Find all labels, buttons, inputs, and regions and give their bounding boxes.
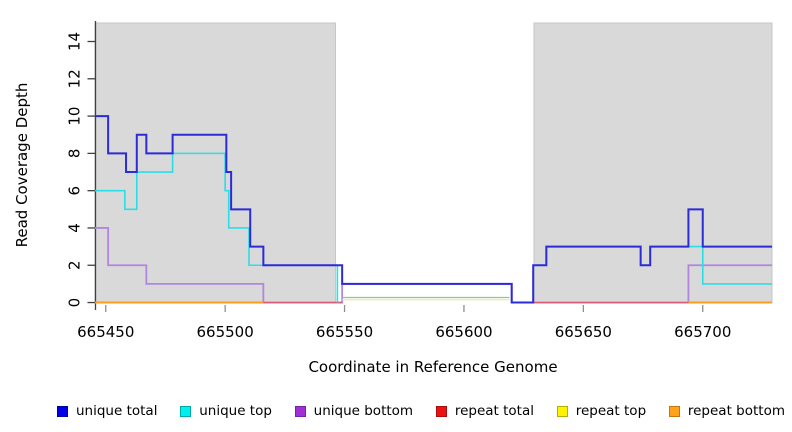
y-tick-label: 10: [66, 107, 84, 126]
repeat-region-rect: [94, 22, 337, 304]
legend-label: unique top: [199, 403, 272, 419]
x-tick-label: 665500: [197, 323, 254, 341]
legend-item-unique-bottom: unique bottom: [294, 403, 414, 419]
legend-item-repeat-bottom: repeat bottom: [668, 403, 785, 419]
legend-label: repeat total: [454, 403, 534, 419]
series-line-unique-top: [95, 152, 339, 303]
y-tick-label: 2: [66, 260, 84, 270]
y-tick-label: 0: [66, 298, 84, 308]
legend-item-unique-total: unique total: [57, 403, 157, 419]
legend: unique total unique top unique bottom repea…: [57, 400, 785, 422]
y-tick-label: 14: [66, 32, 84, 51]
x-tick-label: 665550: [316, 323, 373, 341]
legend-item-repeat-total: repeat total: [435, 403, 534, 419]
legend-label: repeat bottom: [687, 403, 785, 419]
legend-swatch-icon: [556, 405, 568, 417]
x-tick-label: 665450: [77, 323, 134, 341]
x-tick-label: 665650: [555, 323, 612, 341]
legend-swatch-icon: [668, 405, 680, 417]
y-tick-label: 8: [66, 149, 84, 159]
series-line-unique-total: [95, 115, 772, 304]
legend-item-repeat-top: repeat top: [556, 403, 647, 419]
legend-item-unique-top: unique top: [180, 403, 272, 419]
x-tick-label: 665600: [435, 323, 492, 341]
legend-swatch-icon: [57, 405, 68, 417]
legend-label: unique total: [76, 403, 158, 419]
y-axis-title: Read Coverage Depth: [13, 83, 31, 248]
y-tick-label: 6: [66, 186, 84, 196]
legend-label: repeat top: [575, 403, 647, 419]
repeat-region-shading: [94, 22, 773, 304]
legend-swatch-icon: [435, 405, 447, 417]
x-tick-label: 665700: [674, 323, 731, 341]
y-tick-label: 12: [66, 69, 84, 88]
axes: 0 2 4 6 8 10 12 14 665450 665500 665550 665600 66565…: [66, 21, 731, 341]
legend-swatch-icon: [294, 405, 306, 417]
coverage-series-lines: [95, 115, 772, 304]
y-tick-label: 4: [66, 223, 84, 233]
x-axis-title: Coordinate in Reference Genome: [308, 358, 557, 376]
repeat-region-rect: [533, 22, 773, 304]
legend-label: unique bottom: [313, 403, 414, 419]
legend-swatch-icon: [180, 405, 192, 417]
